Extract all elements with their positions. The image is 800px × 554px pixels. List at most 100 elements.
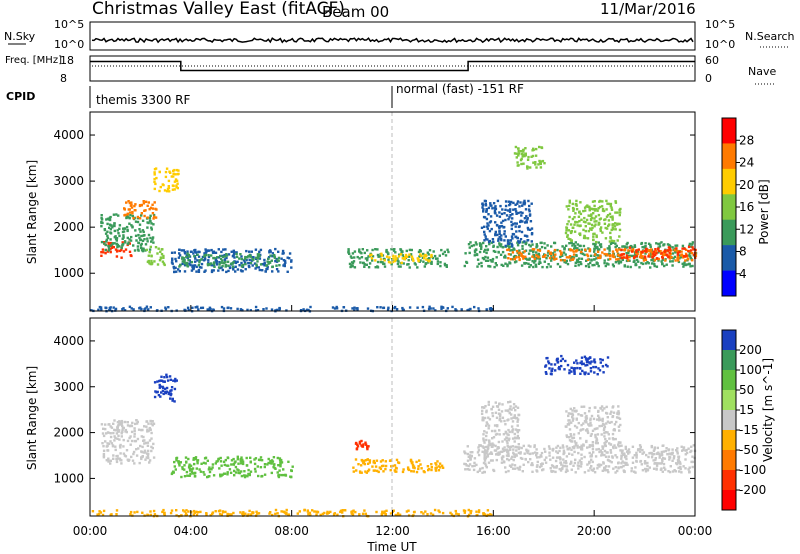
power-region-9-cell — [577, 264, 580, 267]
power-data — [90, 145, 698, 313]
power-region-0-cell — [102, 241, 106, 244]
power-region-1-cell — [118, 227, 121, 230]
velocity-region-0-cell — [126, 424, 130, 427]
velocity-region-1-cell — [165, 386, 169, 390]
power-region-13-cell — [591, 200, 595, 203]
power-region-3-cell — [158, 170, 161, 174]
power-region-7-cell — [347, 248, 350, 251]
power-colorbar-swatch-5 — [722, 245, 736, 271]
power-region-15-cell — [467, 308, 471, 311]
velocity-region-9-cell — [239, 511, 242, 514]
velocity-region-5-cell — [565, 468, 568, 471]
velocity-region-0-cell — [115, 432, 119, 435]
velocity-region-2-cell — [185, 470, 189, 474]
power-region-1-cell — [108, 216, 111, 220]
power-region-6-cell — [255, 264, 258, 267]
power-region-9-cell — [623, 265, 626, 268]
cpid-label: CPID — [6, 90, 35, 103]
power-region-15-cell — [386, 308, 390, 311]
velocity-region-2-cell — [214, 462, 217, 465]
velocity-region-5-cell — [620, 462, 623, 465]
velocity-region-2-cell — [193, 462, 196, 466]
velocity-region-6-cell — [501, 416, 505, 419]
power-region-7-cell — [376, 266, 380, 269]
power-region-6-cell — [235, 255, 239, 259]
velocity-region-5-cell — [483, 459, 487, 462]
velocity-region-9-cell — [255, 510, 258, 513]
power-region-11-cell — [667, 246, 671, 249]
power-region-14-cell — [532, 161, 535, 164]
power-region-11-cell — [635, 249, 638, 252]
velocity-region-5-cell — [551, 465, 555, 468]
velocity-region-5-cell — [648, 452, 651, 455]
velocity-region-5-cell — [620, 457, 623, 460]
power-region-9-cell — [496, 245, 499, 249]
power-region-13-cell — [576, 221, 579, 224]
power-region-9-cell — [540, 245, 544, 249]
velocity-region-5-cell — [514, 445, 517, 449]
power-region-9-cell — [563, 246, 566, 250]
velocity-region-2-cell — [195, 467, 198, 470]
power-region-11-cell — [657, 248, 660, 251]
power-region-13-cell — [607, 224, 610, 228]
velocity-region-5-cell — [463, 451, 467, 455]
velocity-region-2-cell — [247, 472, 250, 476]
power-region-5-cell — [257, 266, 260, 269]
power-region-10-cell — [609, 257, 612, 261]
power-region-9-cell — [593, 244, 597, 248]
velocity-region-5-cell — [633, 454, 636, 457]
velocity-region-6-cell — [491, 445, 494, 448]
power-ytick-label-0: 1000 — [53, 266, 84, 280]
velocity-region-0-cell — [150, 437, 153, 440]
power-region-7-cell — [438, 254, 441, 257]
power-region-9-cell — [595, 257, 598, 260]
velocity-region-0-cell — [121, 424, 124, 428]
power-region-9-cell — [671, 260, 674, 263]
velocity-region-9-cell — [392, 509, 395, 512]
velocity-region-9-cell — [316, 510, 319, 514]
velocity-region-5-cell — [561, 464, 565, 467]
velocity-region-0-cell — [115, 457, 118, 461]
power-region-15-cell — [333, 307, 337, 310]
power-region-5-cell — [245, 258, 248, 262]
velocity-region-7-cell — [588, 445, 591, 449]
velocity-region-3-cell — [367, 469, 370, 473]
velocity-region-9-cell — [102, 509, 106, 513]
power-region-10-cell — [615, 258, 618, 261]
power-region-15-cell — [395, 308, 399, 311]
velocity-region-2-cell — [219, 456, 222, 460]
power-region-2-cell — [133, 204, 136, 208]
velocity-region-7-cell — [613, 423, 617, 426]
velocity-region-5-cell — [631, 445, 635, 448]
velocity-region-2-cell — [289, 475, 292, 478]
power-region-10-cell — [586, 253, 589, 256]
velocity-region-0-cell — [122, 438, 125, 442]
velocity-region-5-cell — [540, 451, 544, 455]
power-region-0-cell — [100, 254, 103, 257]
velocity-region-0-cell — [111, 444, 115, 447]
velocity-region-2-cell — [271, 460, 275, 463]
power-region-15-cell — [485, 308, 488, 311]
power-region-3-cell — [171, 184, 175, 187]
power-region-1-cell — [138, 223, 142, 226]
power-region-3-cell — [163, 189, 167, 192]
power-region-15-cell — [469, 307, 472, 311]
power-region-13-cell — [583, 234, 586, 238]
power-region-10-cell — [641, 255, 644, 258]
velocity-region-7-cell — [601, 422, 605, 426]
velocity-region-2-cell — [253, 467, 257, 471]
velocity-region-6-cell — [507, 454, 510, 458]
velocity-region-6-cell — [492, 443, 495, 447]
power-region-9-cell — [675, 244, 679, 247]
velocity-region-9-cell — [211, 512, 214, 516]
power-region-12-cell — [489, 204, 492, 207]
power-region-7-cell — [348, 252, 351, 255]
power-region-9-cell — [540, 241, 543, 244]
power-region-15-cell — [132, 308, 135, 311]
velocity-region-8-cell — [559, 359, 563, 363]
power-region-9-cell — [593, 248, 596, 251]
velocity-region-3-cell — [417, 467, 420, 471]
velocity-region-9-cell — [218, 512, 222, 516]
velocity-region-8-cell — [593, 361, 597, 364]
power-region-9-cell — [512, 255, 516, 258]
